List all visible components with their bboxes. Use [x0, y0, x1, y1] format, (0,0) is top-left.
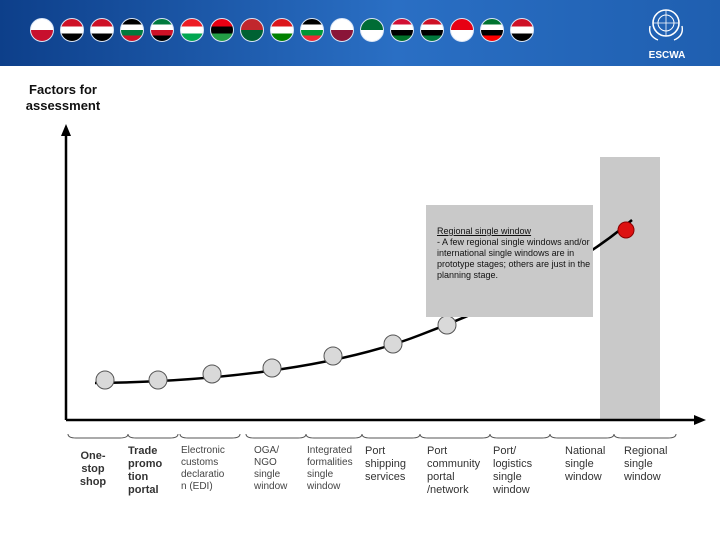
- stage-label-line: National: [565, 445, 606, 457]
- y-axis-title: Factors for assessment: [25, 82, 101, 113]
- stage-label: Integrated formalities single window: [307, 445, 367, 493]
- stage-label-line: stop: [81, 463, 105, 475]
- stage-label-line: /network: [427, 484, 469, 496]
- stage-label-line: One-: [80, 450, 106, 462]
- stage-bracket: [127, 433, 179, 439]
- flag-palestine-icon: [300, 18, 324, 42]
- flag-iraq-icon: [90, 18, 114, 42]
- flag-uae-icon: [480, 18, 504, 42]
- flag-oman-icon: [270, 18, 294, 42]
- stage-label-line: Port: [365, 445, 386, 457]
- stage-label: Port shipping services: [365, 445, 417, 484]
- stage-label-line: customs: [181, 457, 219, 468]
- flag-yemen-icon: [510, 18, 534, 42]
- stage-brackets: [67, 433, 677, 439]
- stage-bracket: [179, 433, 241, 439]
- stage-label-line: shop: [79, 476, 107, 488]
- flag-kuwait-icon: [150, 18, 174, 42]
- stage-label-line: single: [565, 458, 594, 470]
- stage-label-line: NGO: [254, 457, 277, 468]
- stage-label: National single window: [565, 445, 617, 484]
- callout-regional-single-window: Regional single window - A few regional …: [426, 205, 593, 317]
- stage-bracket: [613, 433, 677, 439]
- stage-label-line: single: [624, 458, 653, 470]
- stage-label-line: community: [427, 458, 481, 470]
- stage-label-line: portal: [128, 484, 159, 496]
- stage-point: [202, 364, 222, 384]
- y-axis-arrowhead: [61, 124, 71, 136]
- stage-label-line: window: [493, 484, 530, 496]
- stage-label-line: formalities: [307, 457, 353, 468]
- stage-label: Electronic customs declaratio n (EDI): [181, 445, 241, 493]
- stage-bracket: [305, 433, 363, 439]
- stage-label-line: portal: [427, 471, 455, 483]
- stage-label-line: services: [365, 471, 406, 483]
- stage-point: [262, 358, 282, 378]
- stage-label: Regional single window: [624, 445, 680, 484]
- flag-morocco-icon: [240, 18, 264, 42]
- stage-label-line: Trade: [128, 445, 158, 457]
- stage-point: [95, 370, 115, 390]
- stage-label-line: Port: [427, 445, 448, 457]
- stage-bracket: [245, 433, 307, 439]
- flag-jordan-icon: [120, 18, 144, 42]
- member-flags: [30, 18, 534, 42]
- stage-bracket: [419, 433, 491, 439]
- stage-label: One-stop shop: [70, 450, 116, 489]
- flag-bahrain-icon: [30, 18, 54, 42]
- stage-label-line: OGA/: [254, 445, 280, 456]
- stage-label-line: n (EDI): [181, 481, 213, 492]
- flag-tunisia-icon: [450, 18, 474, 42]
- stage-label-line: Port/: [493, 445, 517, 457]
- flag-saudi-arabia-icon: [360, 18, 384, 42]
- stage-label-line: shipping: [365, 458, 406, 470]
- stage-bracket: [489, 433, 551, 439]
- stage-label-line: single: [493, 471, 522, 483]
- stage-label-line: window: [254, 481, 288, 492]
- flag-lebanon-icon: [180, 18, 204, 42]
- un-emblem-icon: [648, 9, 684, 41]
- stage-label-line: Integrated: [307, 445, 353, 456]
- flag-qatar-icon: [330, 18, 354, 42]
- stage-bracket: [67, 433, 129, 439]
- flag-libya-icon: [210, 18, 234, 42]
- stage-label-line: declaratio: [181, 469, 225, 480]
- stage-label-line: window: [624, 471, 661, 483]
- stage-label-line: single: [254, 469, 281, 480]
- stage-label-line: logistics: [493, 458, 533, 470]
- stage-label: OGA/NGO single window: [254, 445, 302, 493]
- stage-point: [437, 315, 457, 335]
- stage-label: Port community portal/network: [427, 445, 491, 497]
- stage-label-line: promo: [128, 458, 163, 470]
- stage-point-highlight: [617, 221, 635, 239]
- highlight-band: [600, 157, 660, 419]
- flag-syria-icon: [420, 18, 444, 42]
- flag-sudan-icon: [390, 18, 414, 42]
- escwa-logo-text: ESCWA: [648, 50, 686, 61]
- stage-label-line: Electronic: [181, 445, 225, 456]
- stage-label: Port/logistics single window: [493, 445, 553, 497]
- stage-point: [323, 346, 343, 366]
- callout-title: Regional single window: [437, 226, 532, 236]
- stage-label-line: Regional: [624, 445, 668, 457]
- stage-point: [148, 370, 168, 390]
- stage-label-line: tion: [128, 471, 149, 483]
- stage-label-line: window: [565, 471, 602, 483]
- flag-egypt-icon: [60, 18, 84, 42]
- stage-bracket: [549, 433, 615, 439]
- x-axis-arrowhead: [694, 415, 706, 425]
- stage-bracket: [361, 433, 421, 439]
- callout-body: - A few regional single windows and/or i…: [437, 237, 591, 280]
- stage-label-line: single: [307, 469, 334, 480]
- stage-label-line: window: [307, 481, 341, 492]
- stage-label: Trade promo tion portal: [128, 445, 176, 497]
- stage-point: [383, 334, 403, 354]
